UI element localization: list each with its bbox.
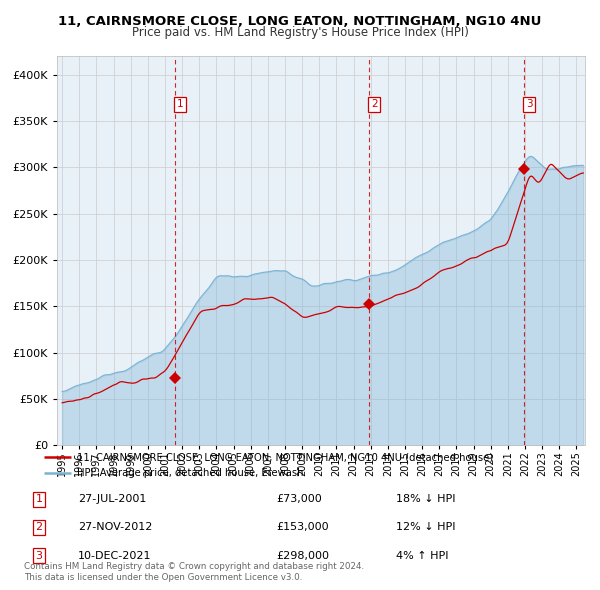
Text: 1: 1 — [176, 99, 183, 109]
Text: 2: 2 — [371, 99, 377, 109]
Text: 2: 2 — [35, 523, 43, 532]
Text: 1: 1 — [35, 494, 43, 504]
Text: 3: 3 — [35, 551, 43, 560]
Text: 18% ↓ HPI: 18% ↓ HPI — [396, 494, 455, 504]
Text: HPI: Average price, detached house, Erewash: HPI: Average price, detached house, Erew… — [77, 468, 303, 478]
Text: Contains HM Land Registry data © Crown copyright and database right 2024.
This d: Contains HM Land Registry data © Crown c… — [24, 562, 364, 582]
Text: 3: 3 — [526, 99, 532, 109]
Text: £153,000: £153,000 — [276, 523, 329, 532]
Text: 27-JUL-2001: 27-JUL-2001 — [78, 494, 146, 504]
Text: 12% ↓ HPI: 12% ↓ HPI — [396, 523, 455, 532]
Text: 11, CAIRNSMORE CLOSE, LONG EATON, NOTTINGHAM, NG10 4NU: 11, CAIRNSMORE CLOSE, LONG EATON, NOTTIN… — [58, 15, 542, 28]
Text: 10-DEC-2021: 10-DEC-2021 — [78, 551, 151, 560]
Text: £73,000: £73,000 — [276, 494, 322, 504]
Text: 4% ↑ HPI: 4% ↑ HPI — [396, 551, 449, 560]
Text: £298,000: £298,000 — [276, 551, 329, 560]
Text: 11, CAIRNSMORE CLOSE, LONG EATON, NOTTINGHAM, NG10 4NU (detached house): 11, CAIRNSMORE CLOSE, LONG EATON, NOTTIN… — [77, 452, 493, 462]
Text: Price paid vs. HM Land Registry's House Price Index (HPI): Price paid vs. HM Land Registry's House … — [131, 26, 469, 39]
Text: 27-NOV-2012: 27-NOV-2012 — [78, 523, 152, 532]
